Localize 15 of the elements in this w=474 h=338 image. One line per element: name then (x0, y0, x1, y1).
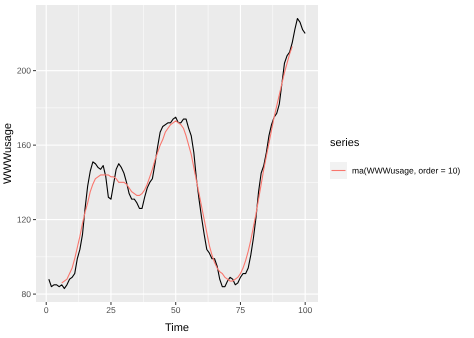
x-tick-label: 50 (170, 305, 181, 316)
y-tick-label: 120 (16, 214, 32, 224)
line-series (48, 18, 306, 290)
x-tick-label: 75 (236, 305, 246, 316)
legend-label: ma(WWWusage, order = 10) (352, 166, 460, 176)
x-tick-label: 0 (44, 305, 49, 316)
y-tick-label: 200 (16, 65, 32, 76)
y-axis-title: WWWusage (2, 123, 14, 184)
x-tick-label: 100 (298, 305, 313, 316)
legend-title: series (330, 137, 360, 149)
y-tick-label: 160 (16, 140, 32, 150)
x-tick-label: 25 (106, 305, 116, 316)
line-series (61, 46, 293, 284)
y-tick-label: 80 (22, 288, 32, 299)
x-axis-title: Time (164, 322, 190, 334)
